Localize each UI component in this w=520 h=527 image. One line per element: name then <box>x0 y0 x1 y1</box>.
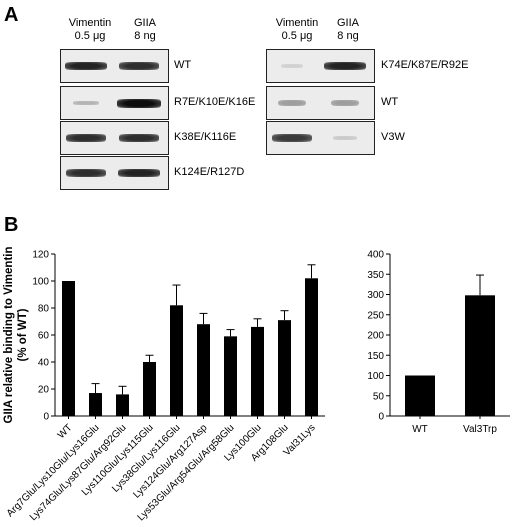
band-vimentin <box>277 100 307 106</box>
band-giia <box>324 61 366 71</box>
lane-header-giia: GIIA 8 ng <box>117 17 173 43</box>
bar <box>224 336 237 416</box>
bar <box>89 393 102 416</box>
bar <box>305 278 318 416</box>
lane-header-line: 8 ng <box>134 30 156 42</box>
band-giia <box>330 100 360 106</box>
y-tick-label: 60 <box>38 331 50 342</box>
band-vimentin <box>65 61 107 71</box>
lane-header-line: GIIA <box>336 17 359 29</box>
x-tick-label: WT <box>412 424 428 435</box>
bar <box>143 362 156 416</box>
bar-chart-mutants: 020406080100120WTArg7Glu/Lys10Glu/Lys16G… <box>5 250 325 523</box>
blot-wt <box>60 49 169 83</box>
x-tick-label: Val3Trp <box>463 424 497 435</box>
blot-wt <box>266 86 375 120</box>
bar <box>170 305 183 416</box>
y-axis-title-line1: GIIA relative binding to Vimentin <box>3 247 15 424</box>
lane-header-line: 0.5 μg <box>281 30 313 42</box>
y-tick-label: 50 <box>373 391 385 402</box>
y-tick-label: 400 <box>367 250 384 261</box>
panel-b-letter: B <box>4 214 19 236</box>
y-tick-label: 300 <box>367 290 384 301</box>
lane-header-vimentin: Vimentin 0.5 μg <box>269 17 325 43</box>
y-tick-label: 250 <box>367 310 384 321</box>
panel-a-right: Vimentin 0.5 μg GIIA 8 ng K74E/K87E/R92E… <box>260 0 520 190</box>
blot-k38e-k116e <box>60 121 169 155</box>
y-tick-label: 100 <box>32 277 49 288</box>
blot-label: K124E/R127D <box>174 166 245 178</box>
y-tick-label: 0 <box>378 412 384 423</box>
lane-header-line: Vimentin <box>275 17 319 29</box>
panel-a-letter: A <box>4 4 19 26</box>
y-tick-label: 80 <box>38 304 50 315</box>
band-giia <box>118 61 160 71</box>
blot-label: K38E/K116E <box>174 131 237 143</box>
y-tick-label: 120 <box>32 250 49 261</box>
y-tick-label: 350 <box>367 270 384 281</box>
y-tick-label: 40 <box>38 358 50 369</box>
lane-header-giia: GIIA 8 ng <box>320 17 376 43</box>
y-tick-label: 150 <box>367 351 384 362</box>
band-vimentin <box>65 168 107 178</box>
lane-header-line: Vimentin <box>68 17 112 29</box>
band-giia <box>333 136 357 140</box>
blot-k124e-r127d <box>60 156 169 190</box>
lane-header-line: 8 ng <box>337 30 359 42</box>
lane-header-line: GIIA <box>133 17 156 29</box>
bar <box>116 394 129 416</box>
blot-v3w <box>266 121 375 155</box>
lane-header-line: 0.5 μg <box>74 30 106 42</box>
blot-k74e-k87e-r92e <box>266 49 375 83</box>
band-vimentin <box>73 100 99 106</box>
y-axis-title-line2: (% of WT) <box>17 308 29 361</box>
bar <box>62 281 75 416</box>
y-tick-label: 200 <box>367 331 384 342</box>
band-vimentin <box>65 133 107 143</box>
bar <box>405 375 435 416</box>
band-giia <box>118 168 160 178</box>
panel-a-left: Vimentin 0.5 μg GIIA 8 ng WT R7E/K10E/K1… <box>0 0 260 190</box>
blot-label: R7E/K10E/K16E <box>174 96 256 108</box>
bar-chart-v3w: 0 50 100 150 200 250 300 350 400 WT Val3Trp <box>367 250 510 435</box>
x-tick-label: WT <box>56 422 75 441</box>
y-tick-label: 20 <box>38 385 50 396</box>
y-tick-label: 0 <box>43 412 49 423</box>
band-vimentin <box>281 64 303 68</box>
blot-label: WT <box>381 96 399 108</box>
bar <box>197 324 210 416</box>
blot-r7e-k10e-k16e <box>60 86 169 120</box>
bar <box>251 326 264 416</box>
band-giia <box>118 133 160 143</box>
band-vimentin <box>272 134 312 142</box>
bar <box>465 295 495 416</box>
blot-label: V3W <box>381 131 405 143</box>
bar <box>278 320 291 416</box>
lane-header-vimentin: Vimentin 0.5 μg <box>62 17 118 43</box>
blot-label: WT <box>174 59 192 71</box>
blot-label: K74E/K87E/R92E <box>381 59 469 71</box>
band-giia <box>117 98 161 108</box>
y-tick-label: 100 <box>367 371 384 382</box>
